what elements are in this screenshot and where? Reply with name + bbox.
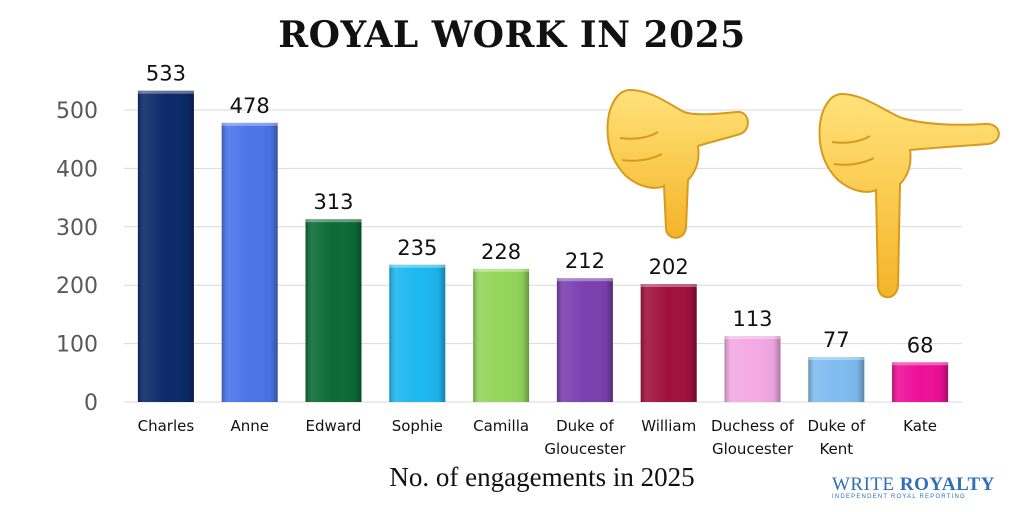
- brand-logo: WRITE ROYALTY INDEPENDENT ROYAL REPORTIN…: [832, 474, 995, 508]
- x-tick-label: William: [641, 417, 696, 435]
- bar: [640, 284, 697, 402]
- data-label: 202: [649, 255, 689, 279]
- x-tick-label: Duke of Gloucester: [544, 417, 626, 458]
- y-tick-label: 500: [56, 99, 98, 124]
- data-label: 77: [823, 328, 850, 352]
- bar: [892, 362, 949, 402]
- data-label: 212: [565, 249, 605, 273]
- x-axis-title: No. of engagements in 2025: [389, 462, 695, 492]
- y-tick-label: 400: [56, 157, 98, 182]
- data-label: 478: [230, 94, 270, 118]
- bar: [808, 357, 865, 402]
- data-label: 235: [397, 236, 437, 260]
- data-label: 113: [732, 307, 772, 331]
- x-tick-label: Duchess of Gloucester: [711, 417, 795, 458]
- y-tick-label: 100: [56, 333, 98, 358]
- brand-name: WRITE ROYALTY: [832, 474, 995, 495]
- bar: [389, 264, 446, 402]
- data-label: 228: [481, 240, 521, 264]
- data-label: 533: [146, 62, 186, 86]
- hand-pointing-down-icon: [818, 92, 1000, 299]
- x-tick-label: Duke of Kent: [807, 417, 865, 458]
- x-tick-label: Kate: [903, 417, 937, 435]
- x-tick-label: Edward: [306, 417, 362, 435]
- y-tick-label: 0: [84, 391, 98, 416]
- bar: [473, 268, 530, 402]
- bar: [137, 90, 194, 402]
- brand-tagline: INDEPENDENT ROYAL REPORTING: [832, 494, 966, 500]
- hand-pointing-down-icon: [606, 88, 749, 239]
- y-tick-label: 200: [56, 274, 98, 299]
- x-tick-label: Camilla: [473, 417, 529, 435]
- chart-title: ROYAL WORK IN 2025: [278, 14, 746, 56]
- bar: [221, 122, 278, 403]
- y-tick-label: 300: [56, 216, 98, 241]
- bar: [305, 219, 362, 402]
- bar: [724, 336, 781, 402]
- x-tick-label: Anne: [230, 417, 269, 435]
- data-label: 313: [313, 190, 353, 214]
- x-tick-label: Charles: [138, 417, 195, 435]
- data-label: 68: [907, 333, 934, 357]
- bar: [556, 278, 613, 402]
- x-tick-label: Sophie: [392, 417, 443, 435]
